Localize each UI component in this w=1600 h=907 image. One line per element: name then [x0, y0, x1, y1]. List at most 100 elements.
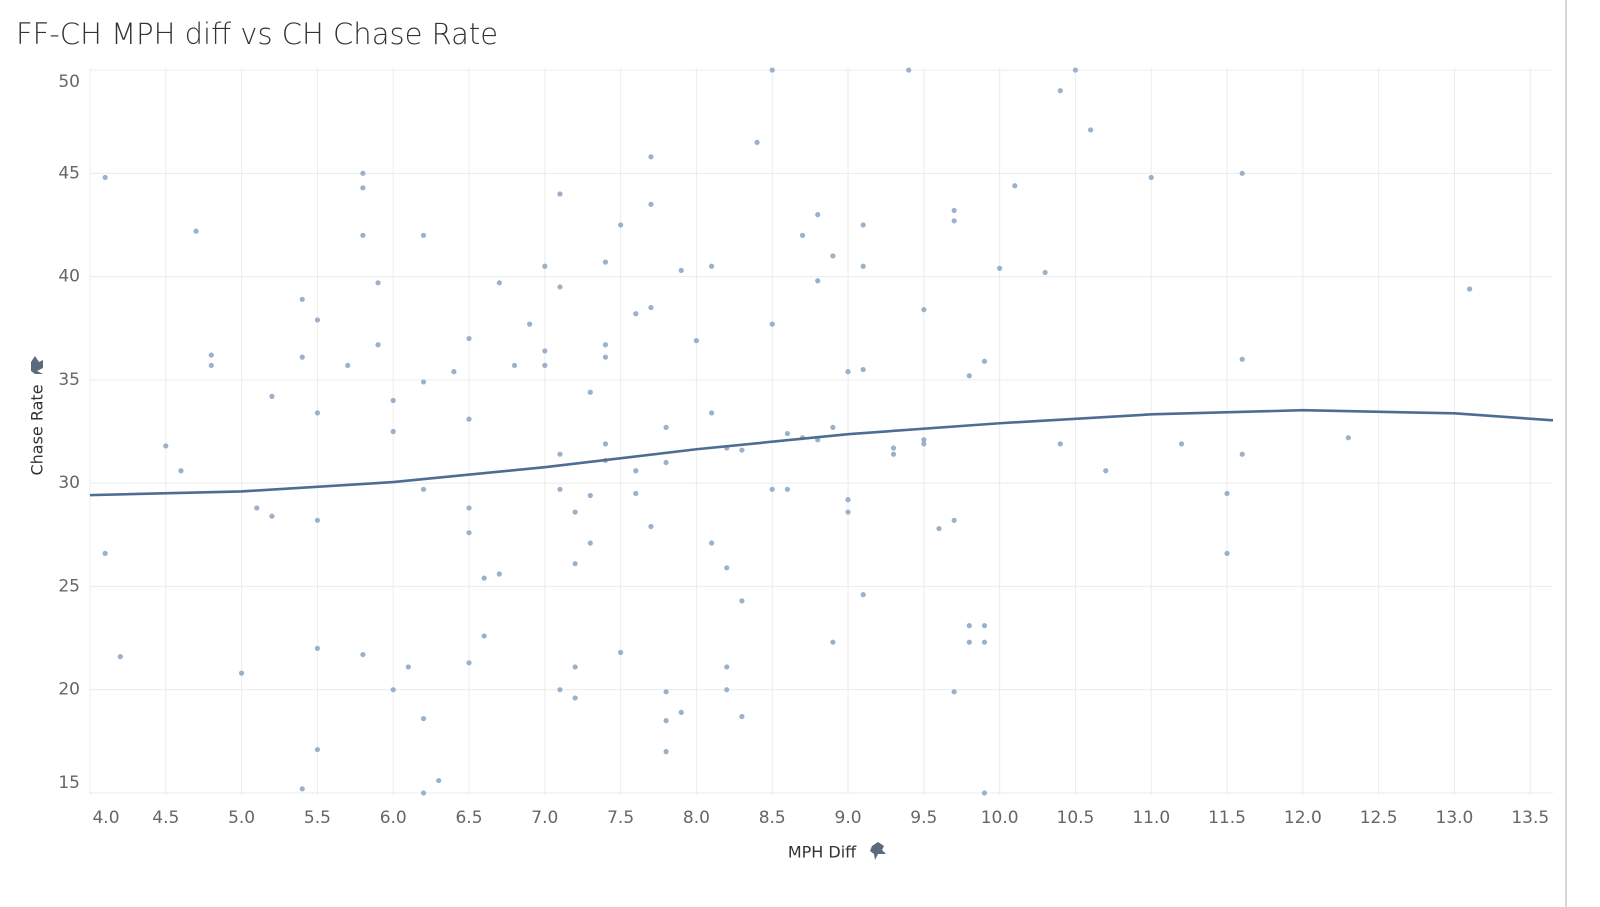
scatter-point: [496, 280, 502, 286]
scatter-point: [420, 379, 427, 385]
scatter-point: [314, 517, 321, 523]
scatter-point: [1467, 286, 1473, 292]
scatter-point: [375, 280, 381, 286]
scatter-point: [420, 715, 427, 722]
scatter-point: [557, 486, 563, 492]
scatter-point: [860, 222, 866, 228]
x-tick-label: 5.5: [304, 808, 331, 828]
scatter-point: [557, 451, 563, 457]
scatter-point: [496, 571, 502, 577]
scatter-point: [860, 592, 866, 598]
scatter-point: [921, 437, 927, 443]
scatter-point: [436, 777, 442, 784]
scatter-point: [390, 687, 396, 693]
scatter-point: [784, 430, 790, 437]
scatter-point: [572, 695, 578, 701]
scatter-point: [921, 307, 927, 313]
scatter-point: [663, 749, 669, 755]
scatter-point: [724, 664, 730, 670]
scatter-point: [739, 713, 745, 720]
scatter-point: [663, 689, 669, 695]
scatter-point: [724, 565, 730, 571]
scatter-point: [1072, 67, 1079, 73]
scatter-point: [420, 232, 427, 238]
scatter-point: [663, 718, 669, 724]
y-tick-label: 45: [58, 163, 80, 183]
scatter-point: [830, 639, 836, 645]
scatter-point: [466, 530, 472, 536]
scatter-point: [163, 443, 169, 449]
x-tick-label: 6.5: [455, 808, 482, 828]
scatter-point: [830, 424, 836, 430]
scatter-point: [860, 366, 866, 373]
scatter-point: [299, 786, 305, 792]
scatter-point: [178, 468, 184, 474]
scatter-point: [466, 335, 472, 342]
scatter-point: [481, 575, 487, 581]
scatter-point: [117, 654, 123, 660]
scatter-point: [542, 348, 548, 354]
scatter-point: [511, 362, 518, 369]
scatter-point: [466, 505, 472, 511]
scatter-point: [451, 369, 457, 375]
scatter-point: [1148, 174, 1154, 181]
scatter-point: [360, 232, 366, 238]
scatter-point: [784, 486, 790, 492]
scatter-point: [845, 369, 851, 375]
y-axis-title: Chase Rate: [28, 384, 47, 475]
scatter-point: [602, 354, 609, 360]
scatter-point: [966, 623, 972, 629]
scatter-point: [269, 393, 275, 399]
y-tick-label: 30: [58, 473, 80, 493]
scatter-point: [102, 550, 108, 556]
scatter-point: [314, 746, 321, 753]
x-tick-label: 8.0: [683, 808, 710, 828]
scatter-point: [966, 373, 972, 379]
x-tick-label: 13.0: [1436, 808, 1474, 828]
trend-line: [89, 408, 1554, 497]
scatter-point: [557, 191, 563, 197]
scatter-point: [269, 513, 275, 519]
x-tick-label: 6.0: [380, 808, 407, 828]
x-tick-label: 9.0: [835, 808, 862, 828]
y-tick-label: 40: [58, 267, 80, 287]
scatter-point: [618, 222, 624, 228]
y-tick-label: 25: [58, 576, 80, 596]
scatter-point: [466, 660, 472, 666]
scatter-point: [208, 362, 214, 369]
scatter-point: [360, 651, 366, 658]
scatter-point: [420, 486, 427, 492]
scatter-point: [1012, 183, 1018, 189]
scatter-point: [845, 497, 851, 503]
scatter-point: [1057, 441, 1063, 447]
y-tick-label: 20: [58, 680, 80, 700]
x-tick-label: 11.5: [1208, 808, 1246, 828]
scatter-point: [769, 486, 775, 492]
scatter-point: [966, 639, 972, 645]
scatter-point: [299, 354, 305, 360]
scatter-point: [587, 389, 593, 395]
scatter-point: [678, 709, 684, 715]
scatter-point: [830, 253, 836, 259]
y-tick-label: 50: [58, 72, 80, 92]
scatter-point: [314, 317, 321, 323]
scatter-point: [466, 416, 472, 422]
scatter-point: [345, 362, 351, 369]
scatter-point: [1088, 127, 1094, 133]
y-tick-label: 15: [58, 773, 80, 793]
scatter-point: [951, 517, 957, 523]
scatter-point: [1224, 550, 1230, 556]
scatter-point: [572, 509, 578, 515]
scatter-point: [648, 304, 654, 311]
scatter-point: [572, 561, 578, 567]
scatter-point: [360, 170, 366, 176]
scatter-point: [860, 263, 866, 269]
pin-icon: [31, 356, 43, 374]
scatter-point: [602, 259, 609, 265]
scatter-point: [648, 523, 654, 530]
scatter-point: [239, 670, 245, 676]
x-tick-label: 4.0: [92, 808, 119, 828]
scatter-point: [405, 664, 411, 670]
x-tick-label: 7.0: [531, 808, 558, 828]
